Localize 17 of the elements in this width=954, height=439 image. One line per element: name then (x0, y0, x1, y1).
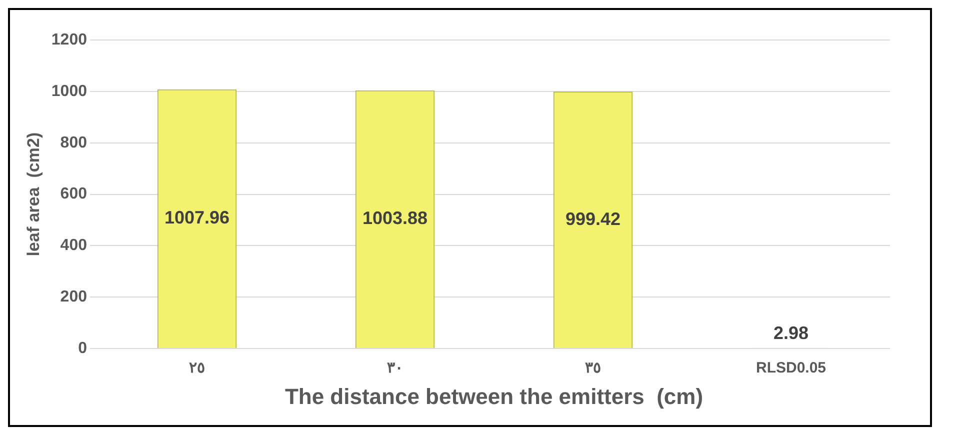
data-label: 1007.96 (164, 208, 230, 228)
x-tick-label: RLSD0.05 (756, 360, 826, 377)
x-tick-label: ٣٠ (386, 360, 403, 377)
x-tick-label: ٣٥ (585, 360, 601, 377)
y-axis-title: leaf area (cm2) (24, 132, 43, 256)
y-tick-label: 1000 (51, 82, 88, 100)
y-tick-label: 800 (60, 134, 88, 152)
data-label: 1003.88 (362, 208, 428, 228)
data-label: 999.42 (565, 208, 621, 229)
y-tick-label: 0 (78, 340, 88, 358)
x-tick-label: ٢٥ (188, 360, 205, 377)
y-tick-label: 400 (60, 237, 88, 254)
y-tick-label: 200 (60, 288, 88, 306)
y-tick-label: 600 (60, 186, 88, 203)
y-tick-label: 1200 (51, 31, 88, 48)
x-axis-title: The distance between the emitters (cm) (284, 384, 704, 409)
data-label: 2.98 (773, 322, 809, 343)
